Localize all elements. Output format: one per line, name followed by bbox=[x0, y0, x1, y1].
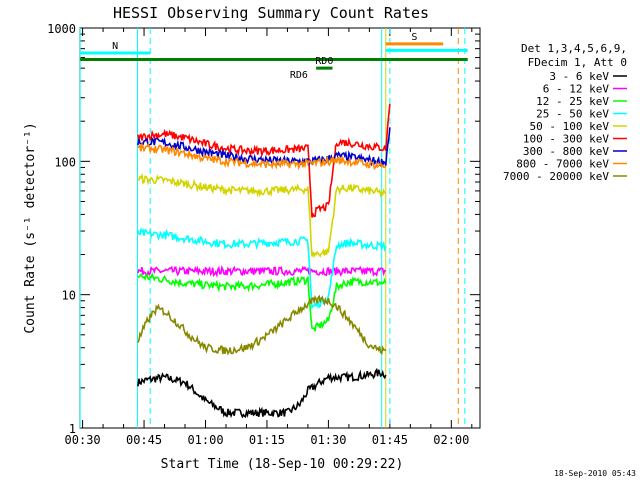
legend-header: FDecim 1, Att 0 bbox=[528, 56, 627, 69]
legend-entry-label: 25 - 50 keV bbox=[536, 108, 609, 121]
series-line bbox=[137, 271, 387, 332]
reference-lines bbox=[79, 28, 466, 428]
legend-entry-label: 12 - 25 keV bbox=[536, 95, 609, 108]
legend-entry-label: 100 - 300 keV bbox=[523, 133, 609, 146]
legend-entry-label: 7000 - 20000 keV bbox=[503, 170, 609, 183]
legend-entry-label: 6 - 12 keV bbox=[543, 83, 610, 96]
legend-entry-label: 3 - 6 keV bbox=[549, 70, 609, 83]
axis-ticks: 00:30 00:45 01:00 01:15 01:30 01:45 02:00 1 10 10… bbox=[47, 22, 480, 447]
x-tick-label: 02:00 bbox=[433, 433, 469, 447]
x-tick-label: 01:30 bbox=[310, 433, 346, 447]
y-tick-label: 1 bbox=[69, 422, 76, 436]
y-axis-label: Count Rate (s⁻¹ detector⁻¹) bbox=[23, 122, 38, 333]
x-tick-label: 00:30 bbox=[65, 433, 101, 447]
x-tick-label: 01:00 bbox=[187, 433, 223, 447]
plot-frame bbox=[79, 27, 481, 429]
series-layer bbox=[137, 103, 391, 419]
series-line bbox=[137, 103, 391, 218]
legend-header: Det 1,3,4,5,6,9, bbox=[521, 42, 627, 55]
x-tick-label: 01:45 bbox=[372, 433, 408, 447]
x-tick-label: 01:15 bbox=[249, 433, 285, 447]
annotation-label: RD0 bbox=[315, 56, 333, 67]
y-tick-label: 100 bbox=[54, 155, 76, 169]
legend: Det 1,3,4,5,6,9,FDecim 1, Att 03 - 6 keV… bbox=[503, 42, 627, 183]
y-tick-label: 1000 bbox=[47, 22, 76, 36]
legend-entry-label: 800 - 7000 keV bbox=[516, 158, 609, 171]
series-line bbox=[137, 227, 387, 310]
legend-entry-label: 50 - 100 keV bbox=[530, 120, 610, 133]
x-axis-label: Start Time (18-Sep-10 00:29:22) bbox=[161, 457, 404, 472]
y-tick-label: 10 bbox=[62, 289, 76, 303]
series-line bbox=[137, 367, 387, 419]
series-line bbox=[137, 141, 387, 171]
annotation-layer: N S RD0 RD6 bbox=[80, 32, 468, 81]
annotation-label: S bbox=[411, 32, 417, 43]
chart-title: HESSI Observing Summary Count Rates bbox=[113, 4, 429, 22]
x-tick-label: 00:45 bbox=[126, 433, 162, 447]
series-line bbox=[137, 294, 387, 356]
footer-timestamp: 18-Sep-2010 05:43 bbox=[554, 469, 636, 478]
legend-entry-label: 300 - 800 keV bbox=[523, 145, 609, 158]
series-line bbox=[137, 172, 387, 259]
annotation-label: N bbox=[112, 41, 118, 52]
annotation-label: RD6 bbox=[290, 70, 308, 81]
series-line bbox=[137, 265, 387, 279]
